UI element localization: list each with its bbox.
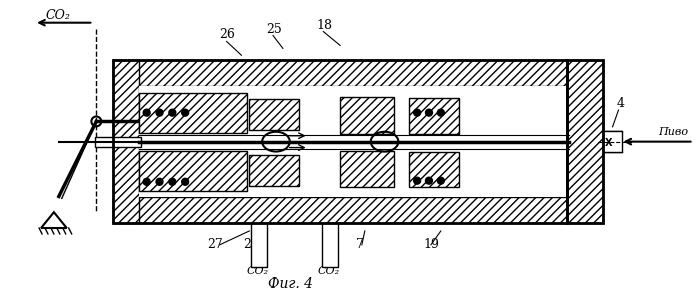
Circle shape [156, 178, 163, 185]
Text: 19: 19 [423, 238, 439, 251]
Bar [139, 150, 247, 191]
Circle shape [182, 109, 188, 116]
Text: 18: 18 [316, 19, 332, 32]
Bar [249, 155, 299, 186]
Bar [340, 150, 394, 187]
Text: X: X [605, 138, 612, 148]
Bar [113, 60, 567, 223]
Bar [603, 131, 622, 152]
Bar [410, 98, 459, 134]
Bar [567, 60, 603, 223]
Bar [113, 60, 567, 86]
Circle shape [414, 109, 421, 116]
Text: 4: 4 [617, 97, 624, 110]
Bar [567, 60, 603, 223]
Bar [323, 223, 338, 267]
Circle shape [156, 109, 163, 116]
Text: Пиво: Пиво [658, 127, 688, 137]
Text: CO₂: CO₂ [317, 266, 340, 276]
Bar [410, 152, 459, 187]
Text: 25: 25 [266, 23, 282, 36]
Circle shape [144, 109, 150, 116]
Circle shape [169, 109, 176, 116]
Text: Фиг. 4: Фиг. 4 [268, 277, 314, 291]
Text: CO₂: CO₂ [246, 266, 269, 276]
Circle shape [414, 177, 421, 184]
Bar [249, 99, 299, 130]
Text: 2: 2 [244, 238, 251, 251]
Bar [139, 93, 247, 133]
Text: 7: 7 [356, 238, 364, 251]
Circle shape [438, 109, 444, 116]
Circle shape [438, 177, 444, 184]
Bar [95, 137, 141, 147]
Circle shape [426, 177, 433, 184]
Text: CO₂: CO₂ [46, 9, 71, 22]
Circle shape [182, 178, 188, 185]
Bar [113, 60, 139, 223]
Bar [139, 86, 567, 197]
Circle shape [144, 178, 150, 185]
Bar [340, 97, 394, 134]
Circle shape [426, 109, 433, 116]
Bar [113, 197, 567, 223]
Text: 26: 26 [218, 29, 235, 42]
Bar [251, 223, 267, 267]
Text: 27: 27 [207, 238, 223, 251]
Circle shape [169, 178, 176, 185]
